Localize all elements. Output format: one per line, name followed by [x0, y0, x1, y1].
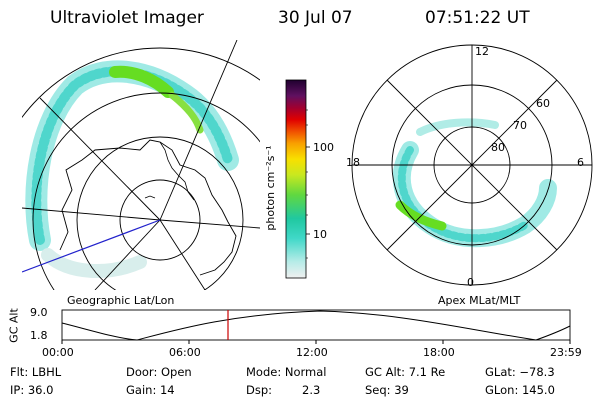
geographic-map — [22, 40, 260, 290]
instrument-title: Ultraviolet Imager — [50, 8, 204, 28]
altitude-ytick-low: 1.8 — [30, 329, 48, 342]
magnetic-polar-grid — [351, 44, 593, 286]
colorbar-unit-label: photon cm⁻²s⁻¹ — [264, 145, 277, 231]
altitude-plot-frame — [61, 309, 571, 341]
gc-alt-info: GC Alt: 7.1 Re — [365, 365, 446, 379]
gain-info: Gain: 14 — [126, 383, 175, 397]
dsp-label: Dsp: — [246, 383, 273, 397]
glon-info: GLon: 145.0 — [485, 383, 555, 397]
glat-info: GLat: −78.3 — [485, 365, 555, 379]
reference-meridian — [22, 219, 161, 273]
altitude-xtick-0: 00:00 — [42, 346, 74, 359]
date-label: 30 Jul 07 — [278, 8, 353, 28]
altitude-xtick-1: 06:00 — [169, 346, 201, 359]
altitude-curve — [61, 310, 571, 341]
mlt-label-12: 12 — [475, 45, 489, 58]
coastline — [59, 139, 237, 276]
door-info: Door: Open — [126, 365, 192, 379]
mlt-label-18: 18 — [346, 156, 360, 169]
altitude-xtick-3: 18:00 — [423, 346, 455, 359]
right-panel-caption: Apex MLat/MLT — [438, 294, 521, 307]
aurora-bright-right — [395, 200, 447, 231]
altitude-ylabel: GC Alt — [7, 308, 21, 343]
ip-info: IP: 36.0 — [10, 383, 54, 397]
mode-info: Mode: Normal — [246, 365, 327, 379]
mlt-label-6: 6 — [577, 156, 584, 169]
mlat-label-60: 60 — [536, 97, 550, 110]
altitude-xtick-4: 23:59 — [550, 346, 582, 359]
mlat-label-80: 80 — [491, 141, 505, 154]
altitude-xtick-2: 12:00 — [296, 346, 328, 359]
left-panel-caption: Geographic Lat/Lon — [67, 294, 175, 307]
altitude-ytick-high: 9.0 — [30, 306, 48, 319]
colorbar-tick-100: 100 — [313, 141, 334, 154]
colorbar — [285, 79, 307, 279]
seq-info: Seq: 39 — [365, 383, 409, 397]
mlt-label-0: 0 — [467, 276, 474, 289]
filter-info: Flt: LBHL — [10, 365, 62, 379]
aurora-bright-left — [109, 65, 174, 98]
time-label: 07:51:22 UT — [425, 8, 530, 28]
dsp-value: 2.3 — [302, 383, 321, 397]
colorbar-tick-10: 10 — [313, 228, 327, 241]
mlat-label-70: 70 — [513, 119, 527, 132]
